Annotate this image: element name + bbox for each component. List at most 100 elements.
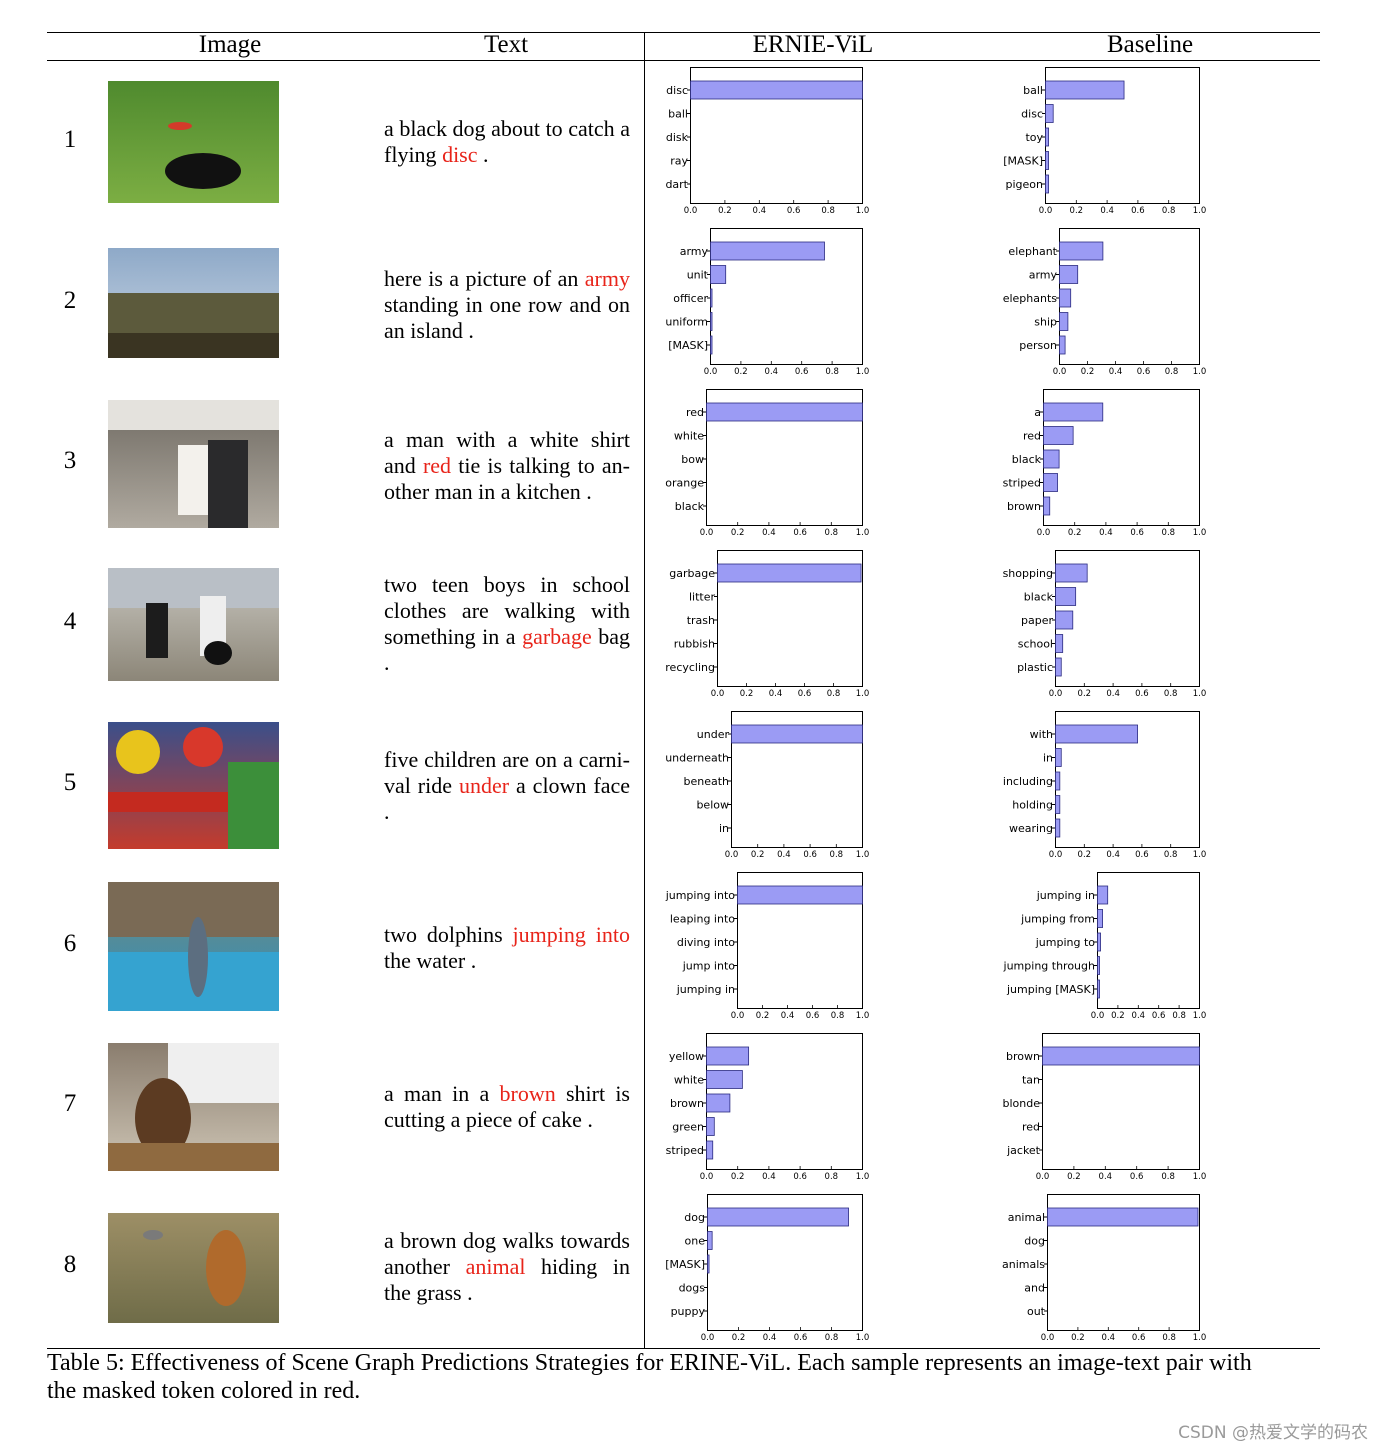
ernie-bar-chart: under underneath beneath below in 0.0 0.2 0.4 0.… (665, 711, 869, 860)
column-divider (644, 32, 645, 1349)
baseline-bar-2 (1045, 104, 1054, 123)
ernie-label-1: dog (684, 1211, 705, 1224)
caption-text: hid­ing in the grass . (384, 1254, 630, 1305)
ernie-bar-chart: disc ball disk ray dart 0.0 0.2 0.4 0.6 0.8 1.0 (665, 67, 869, 216)
caption-text: a man in a (384, 1081, 500, 1106)
baseline-xtick-label-2: 0.2 (1111, 1011, 1125, 1021)
ernie-xtick-label-4: 0.6 (794, 1333, 808, 1343)
baseline-xtick-label-5: 0.8 (1164, 850, 1178, 860)
baseline-xtick-label-3: 0.4 (1099, 528, 1113, 538)
baseline-bar-chart: a red black striped brown 0.0 0.2 0.4 0.6 0.8 1.0 (1003, 389, 1206, 538)
baseline-label-3: jumping to (1035, 936, 1096, 949)
baseline-bar-chart: brown tan blonde red jacket 0.0 0.2 0.4 0.6 0.8 1.… (1003, 1033, 1206, 1182)
caption-text: here is a picture of an (384, 266, 585, 291)
row-number: 1 (63, 126, 77, 153)
ernie-label-4: rubbish (674, 638, 715, 651)
baseline-xtick-label-1: 0.0 (1053, 367, 1067, 377)
baseline-bar-chart: elephant army elephants ship person 0.0 0.2 0.4… (1003, 228, 1206, 377)
baseline-label-2: tan (1022, 1074, 1040, 1087)
baseline-label-2: disc (1021, 108, 1043, 121)
baseline-xtick-label-3: 0.4 (1132, 1011, 1146, 1021)
header-text: Text (483, 31, 529, 58)
ernie-bar-4 (710, 312, 713, 331)
baseline-xtick-label-4: 0.6 (1152, 1011, 1166, 1021)
ernie-bar-4 (706, 1117, 715, 1136)
ernie-xtick-label-1: 0.0 (711, 689, 725, 699)
sample-image (108, 1043, 279, 1171)
ernie-xtick-label-2: 0.2 (756, 1011, 770, 1021)
baseline-label-1: jumping in (1036, 889, 1095, 902)
ernie-bar-1 (706, 402, 863, 422)
ernie-xtick-label-4: 0.6 (795, 367, 809, 377)
sample-caption: two dolphins jumping into the water . (384, 922, 630, 974)
ernie-label-4: dogs (679, 1282, 706, 1295)
sample-caption: a black dog about to catch a flying disc… (384, 116, 630, 168)
ernie-xtick-label-2: 0.2 (731, 1172, 745, 1182)
ernie-xtick-label-5: 0.8 (825, 528, 839, 538)
baseline-bar-2 (1043, 426, 1074, 445)
row-number: 2 (63, 287, 77, 314)
ernie-xtick-label-3: 0.4 (762, 1172, 776, 1182)
ernie-bar-chart: dog one [MASK] dogs puppy 0.0 0.2 0.4 0.6 0.8 1.0 (665, 1194, 869, 1343)
ernie-bar-1 (710, 241, 825, 261)
baseline-bar-3 (1097, 932, 1101, 952)
baseline-bar-5 (1059, 335, 1066, 355)
ernie-xtick-label-5: 0.8 (821, 206, 835, 216)
ernie-xtick-label-3: 0.4 (777, 850, 791, 860)
baseline-label-2: red (1023, 430, 1041, 443)
baseline-label-4: and (1024, 1282, 1045, 1295)
baseline-label-2: black (1024, 591, 1054, 604)
watermark: CSDN @热爱文学的码农 (1178, 1423, 1368, 1443)
ernie-xtick-label-6: 1.0 (856, 1011, 870, 1021)
ernie-label-2: ball (668, 108, 688, 121)
ernie-bar-3 (707, 1254, 710, 1274)
baseline-xtick-label-5: 0.8 (1161, 1172, 1175, 1182)
ernie-bar-chart: yellow white brown green striped 0.0 0.2 0.4 0.6… (666, 1033, 869, 1182)
ernie-bar-chart: garbage litter trash rubbish recycling 0.0 0.2… (665, 550, 869, 699)
sample-caption: a brown dog walks to­wards another anima… (384, 1228, 630, 1306)
row-number: 7 (63, 1090, 77, 1117)
ernie-bar-2 (710, 265, 727, 284)
baseline-xtick-label-4: 0.6 (1135, 850, 1149, 860)
baseline-xtick-label-6: 1.0 (1193, 1172, 1207, 1182)
baseline-xtick-label-5: 0.8 (1165, 367, 1179, 377)
baseline-label-3: animals (1002, 1258, 1045, 1271)
baseline-label-1: shopping (1003, 567, 1053, 580)
caption-text: the water . (384, 948, 477, 973)
ernie-label-4: green (672, 1121, 704, 1134)
ernie-label-3: bow (681, 453, 704, 466)
caption-text: a brown dog walks to­wards another (384, 1228, 630, 1279)
baseline-bar-chart: with in including holding wearing 0.0 0.2 0.4 0.… (1003, 711, 1206, 860)
table-caption: Table 5: Effectiveness of Scene Graph Pr… (47, 1350, 1252, 1404)
baseline-label-4: [MASK] (1003, 155, 1043, 168)
ernie-bar-2 (707, 1231, 713, 1250)
baseline-label-3: elephants (1003, 292, 1058, 305)
baseline-label-5: jumping [MASK] (1006, 983, 1095, 996)
ernie-label-1: garbage (669, 567, 715, 580)
ernie-label-2: underneath (665, 752, 729, 765)
ernie-label-3: [MASK] (665, 1258, 705, 1271)
baseline-bar-1 (1045, 80, 1125, 100)
masked-token: jumping into (512, 922, 630, 947)
caption-text: standing in one row and on an island . (384, 292, 630, 343)
baseline-xtick-label-2: 0.2 (1070, 206, 1084, 216)
baseline-xtick-label-5: 0.8 (1162, 1333, 1176, 1343)
ernie-xtick-label-5: 0.8 (825, 1333, 839, 1343)
baseline-bar-1 (1097, 885, 1109, 905)
ernie-label-5: puppy (671, 1305, 706, 1318)
ernie-xtick-label-6: 1.0 (856, 367, 870, 377)
baseline-bar-chart: shopping black paper school plastic 0.0 0.2 0.4… (1003, 550, 1206, 699)
sample-caption: here is a picture of an army standing in… (384, 266, 630, 344)
baseline-bar-1 (1059, 241, 1104, 261)
ernie-bar-1 (690, 80, 863, 100)
baseline-xtick-label-4: 0.6 (1132, 1333, 1146, 1343)
sample-image (108, 1213, 279, 1323)
baseline-bar-5 (1097, 979, 1100, 999)
baseline-label-2: jumping from (1020, 913, 1095, 926)
ernie-label-3: beneath (683, 775, 729, 788)
ernie-label-4: uniform (665, 316, 708, 329)
sample-caption: a man with a white shirt and red tie is … (384, 427, 630, 505)
caption-text: a black dog about to catch a flying (384, 116, 630, 167)
ernie-label-3: disk (666, 131, 689, 144)
baseline-xtick-label-6: 1.0 (1193, 367, 1207, 377)
